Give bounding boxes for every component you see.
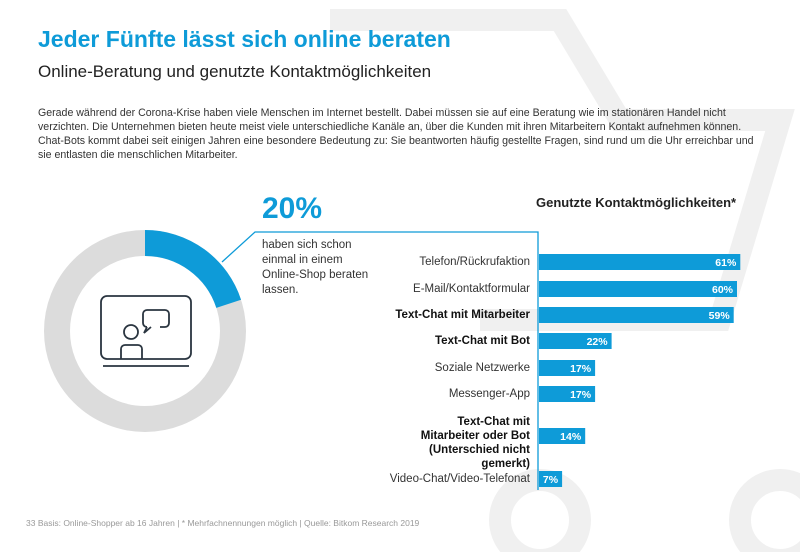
bar [539, 254, 741, 270]
bar-value-label: 17% [570, 363, 592, 375]
video-chat-icon [100, 295, 192, 367]
bar-category-label: Soziale Netzwerke [434, 362, 530, 374]
bar-value-label: 61% [715, 257, 737, 269]
page-subtitle: Online-Beratung und genutzte Kontaktmögl… [38, 62, 432, 81]
bar-category-label: Video-Chat/Video-Telefonat [389, 473, 530, 485]
donut-value-arc [144, 230, 242, 309]
bar [539, 360, 596, 376]
donut-value-label: 20% [262, 192, 323, 225]
callout-line [221, 231, 539, 490]
bar-chart-title: Genutzte Kontaktmöglichkeiten* [536, 195, 737, 210]
bar [539, 471, 563, 487]
bar-value-label: 59% [709, 310, 731, 322]
bar-value-label: 7% [543, 474, 559, 486]
bar [539, 307, 734, 323]
bar [539, 281, 737, 297]
bar-value-label: 17% [570, 389, 592, 401]
bar [539, 428, 586, 444]
page-title: Jeder Fünfte lässt sich online beraten [38, 26, 451, 52]
intro-text: Gerade während der Corona-Krise haben vi… [38, 107, 754, 161]
footer-source: 33 Basis: Online-Shopper ab 16 Jahren | … [26, 518, 420, 528]
bar-value-label: 22% [587, 336, 609, 348]
bar-value-label: 60% [712, 284, 734, 296]
bar [539, 386, 596, 402]
bar-category-label: Messenger-App [448, 388, 530, 400]
bar [539, 333, 612, 349]
bar-value-label: 14% [560, 431, 582, 443]
bar-category-label: Telefon/Rückrufaktion [419, 256, 530, 268]
donut-description: haben sich schon einmal in einem Online-… [262, 239, 369, 296]
bar-category-label: E-Mail/Kontaktformular [413, 283, 530, 295]
bar-category-label: Text-Chat mit Bot [435, 335, 530, 347]
bar-category-label: Text-Chat mit Mitarbeiter oder Bot (Unte… [420, 416, 530, 470]
bar-category-label: Text-Chat mit Mitarbeiter [395, 309, 530, 321]
